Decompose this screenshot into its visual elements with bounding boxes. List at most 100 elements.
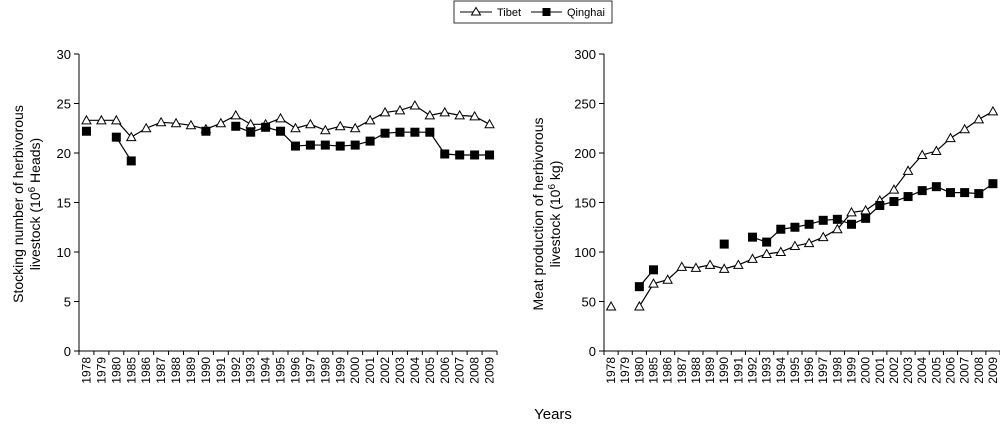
point-qinghai [790,222,800,232]
point-tibet [733,259,744,269]
x-tick-label: 1987 [675,357,689,384]
point-tibet [215,117,227,128]
point-qinghai [276,126,286,136]
x-tick-label: 2002 [887,357,901,384]
x-tick-label: 1988 [689,357,703,384]
point-qinghai [804,219,814,229]
point-tibet [319,124,331,135]
y-axis-label-line2: livestock (106 kg) [547,161,563,268]
legend-marker-qinghai [542,8,551,16]
x-tick-label: 1997 [816,357,830,384]
point-tibet [634,300,645,311]
point-tibet [902,165,914,175]
y-tick-label: 200 [574,146,596,161]
point-qinghai [776,224,786,234]
point-tibet [690,262,702,272]
y-tick-label: 10 [57,245,71,260]
point-tibet [230,109,242,120]
point-qinghai [988,179,998,189]
point-tibet [704,259,716,269]
point-qinghai [335,141,345,151]
point-qinghai [974,189,984,199]
point-qinghai [748,232,757,242]
y-tick-label: 15 [57,196,71,211]
series-line-tibet [86,104,490,138]
x-tick-label: 2009 [483,357,497,384]
point-qinghai [380,128,390,138]
y-axis-label-line2-post: kg) [547,161,563,184]
point-tibet [789,240,801,251]
y-tick-label: 100 [574,245,596,260]
y-tick-label: 50 [582,295,596,310]
point-tibet [110,114,122,125]
x-tick-label: 1993 [244,357,258,384]
x-tick-label: 1985 [124,357,138,384]
x-tick-label: 1980 [109,357,123,384]
x-tick-label: 2004 [915,357,929,384]
x-tick-label: 2005 [929,357,943,384]
x-tick-label: 1989 [184,357,198,384]
point-qinghai [889,197,899,207]
point-tibet [290,122,301,133]
point-qinghai [320,140,330,150]
point-tibet [931,145,942,156]
y-tick-label: 150 [574,196,596,211]
y-tick-label: 5 [64,295,71,310]
point-qinghai [246,127,256,137]
point-tibet [305,118,316,129]
point-qinghai [261,122,271,132]
x-tick-label: 1990 [199,357,213,384]
point-tibet [125,131,137,142]
x-tick-label: 1999 [333,357,347,384]
point-tibet [775,246,787,256]
point-tibet [973,113,985,124]
x-tick-label: 1995 [274,357,288,384]
y-tick-label: 250 [574,97,596,112]
point-tibet [349,122,361,133]
point-qinghai [455,150,465,160]
point-tibet [605,300,617,311]
x-tick-label: 1985 [647,357,661,384]
point-qinghai [847,219,856,229]
point-qinghai [485,150,495,160]
point-tibet [916,149,928,159]
x-tick-label: 2003 [901,357,915,384]
y-axis-label-stocking: Stocking number of herbivorous livestock… [10,105,43,303]
point-qinghai [931,182,941,192]
point-tibet [959,123,970,134]
x-tick-label: 1992 [229,357,243,384]
x-tick-label: 1996 [802,357,816,384]
x-tick-label: 1978 [604,357,618,384]
x-tick-label: 1979 [618,357,632,384]
x-tick-label: 1994 [774,357,788,384]
point-tibet [185,119,197,130]
series-line-tibet [638,110,994,307]
x-tick-label: 2003 [393,357,407,384]
point-tibet [662,274,673,284]
point-tibet [424,109,436,120]
y-axis-label-meat: Meat production of herbivorous livestock… [530,118,563,311]
point-qinghai [470,150,480,160]
x-tick-label: 1989 [703,357,717,384]
point-qinghai [81,126,91,136]
x-tick-label: 1980 [632,357,646,384]
point-tibet [803,237,815,248]
y-axis-label-line2-post: Heads) [27,138,43,187]
x-tick-label: 2001 [363,357,377,384]
x-tick-label: 1991 [214,357,228,384]
x-tick-label: 1996 [288,357,302,384]
point-tibet [832,223,843,234]
point-qinghai [818,215,828,225]
point-tibet [454,109,466,120]
legend-item-tibet: Tibet [460,6,521,19]
x-tick-label: 2002 [378,357,392,384]
y-axis-label-line2-pre: livestock (10 [547,189,563,267]
legend: Tibet Qinghai [453,0,613,24]
x-axis-label: Years [534,406,572,423]
point-qinghai [425,127,435,137]
x-tick-label: 1993 [760,357,774,384]
point-tibet [439,106,451,117]
y-tick-label: 25 [57,97,71,112]
y-tick-label: 30 [57,47,71,62]
point-tibet [155,116,167,127]
